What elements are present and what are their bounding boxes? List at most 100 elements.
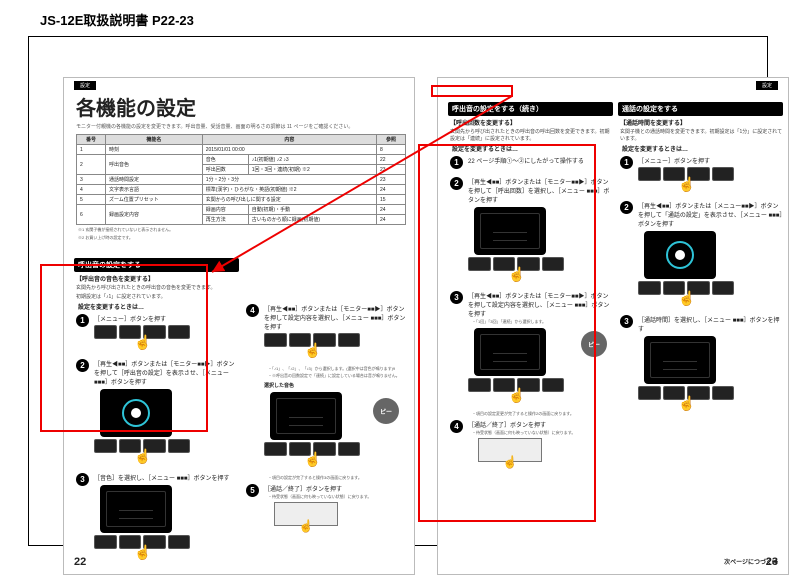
- device-screen: [474, 328, 546, 376]
- td: 玄関からの呼び出しに関する設定: [202, 195, 376, 205]
- right-col-2: 通話の設定をする 【通話時間を変更する】 玄関子機との通話時間を変更できます。初…: [618, 102, 783, 562]
- page-23: 設定 呼出音の設定をする（続き） 【呼出回数を変更する】 玄関先から呼び出された…: [437, 77, 789, 575]
- table-note: ※2 お買い上げ時の設定です。: [78, 235, 414, 241]
- step-text: ［通話／終了］ボタンを押す: [264, 484, 409, 493]
- td: 1回・3回・連続(初期) ※2: [248, 165, 376, 175]
- td: 文字表示言語: [105, 185, 202, 195]
- page-subtitle: モニター付親機の各機能の設定を変更できます。呼出音量、受話音量、画面の明るさの調…: [76, 123, 414, 130]
- td: 自動(初期)・手動: [248, 205, 376, 215]
- step: 選択した音色 ピー ・項目の設定が完了すると操作3の画面に戻ります。: [246, 382, 409, 481]
- hand-icon: [134, 548, 148, 566]
- td: 古いものから順に録画(初期値): [248, 215, 376, 225]
- step: 4 ［再生◀■■］ボタンまたは［モニター■■▶］ボタンを押して設定内容を選択し、…: [246, 304, 409, 379]
- td: 24: [377, 185, 406, 195]
- sound-bubble-icon: ピー: [581, 331, 607, 357]
- td: 再生方法: [202, 215, 248, 225]
- step: 3 ［音色］を選択し、［メニュー ■■■］ボタンを押す: [76, 473, 239, 566]
- td: 15: [377, 195, 406, 205]
- bullet: ・項目の設定が完了すると操作3の画面に戻ります。: [268, 475, 409, 481]
- device-screen: [100, 389, 172, 437]
- step: 1 ［メニュー］ボタンを押す: [620, 156, 783, 198]
- td: 3: [77, 175, 106, 185]
- settings-table: 番号 機能名 内容 参照 1時刻2015/01/01 00:008 2呼出音色音…: [76, 134, 406, 225]
- step-number-icon: 3: [76, 473, 89, 486]
- section-note: 玄関子機との通話時間を変更できます。初期設定は「1分」に設定されています。: [620, 128, 783, 142]
- step: 3 ［通話時間］を選択し、［メニュー ■■■］ボタンを押す: [620, 315, 783, 417]
- bullet: ・※呼出音の回数設定で「連続」に設定している場合は音が鳴りません。: [268, 373, 409, 379]
- step-text: ［再生◀■■］ボタンまたは［モニター■■▶］ボタンを押して設定内容を選択し、［メ…: [468, 291, 613, 318]
- hand-icon: [678, 294, 692, 312]
- td: 呼出回数: [202, 165, 248, 175]
- th: 機能名: [105, 135, 202, 145]
- td: 録画設定内容: [105, 205, 202, 225]
- step-number-icon: 2: [76, 359, 89, 372]
- td: ズーム位置プリセット: [105, 195, 202, 205]
- section-bar: 呼出音の設定をする（続き）: [448, 102, 613, 116]
- td: 1分・2分・3分: [202, 175, 376, 185]
- step: 5 ［通話／終了］ボタンを押す ・待受状態（画面に何も映っていない状態）に戻りま…: [246, 484, 409, 526]
- step: 2 ［再生◀■■］ボタンまたは［モニター■■▶］ボタンを押して［呼出回数］を選択…: [450, 177, 613, 288]
- td: 23: [377, 175, 406, 185]
- td: 8: [377, 145, 406, 155]
- td: 4: [77, 185, 106, 195]
- step-text: ［再生◀■■］ボタンまたは［モニター■■▶］ボタンを押して［呼出回数］を選択し、…: [468, 177, 613, 204]
- table-note: ※1 玄関子機が接続されていないと表示されません。: [78, 227, 414, 233]
- td: 1: [77, 145, 106, 155]
- page-tab-left: 設定: [74, 81, 96, 90]
- td: 時刻: [105, 145, 202, 155]
- td: 標準(漢字)・ひらがな・英語(初期値) ※2: [202, 185, 376, 195]
- page-number: 22: [74, 556, 86, 568]
- step: 4 ［通話／終了］ボタンを押す ・待受状態（画面に何も映っていない状態）に戻りま…: [450, 420, 613, 462]
- step-text: ［再生◀■■］ボタンまたは［メニュー■■▶］ボタンを押して「通話の設定」を表示さ…: [638, 201, 783, 228]
- step-number-icon: 3: [620, 315, 633, 328]
- device-screen: [100, 485, 172, 533]
- hand-icon: [678, 180, 692, 198]
- hand-icon: [134, 338, 148, 356]
- td: 音色: [202, 155, 248, 165]
- step-number-icon: 1: [450, 156, 463, 169]
- device-screen: [270, 392, 342, 440]
- section-note: 玄関先から呼び出されたときの呼出音の呼出回数を変更できます。初期設定は「連続」に…: [450, 128, 613, 142]
- step-number-icon: 2: [620, 201, 633, 214]
- section-bracket: 【呼出回数を変更する】: [450, 118, 613, 127]
- section-bracket: 【呼出音の音色を変更する】: [76, 274, 239, 283]
- doc-header: JS-12E取扱説明書 P22-23: [40, 10, 194, 29]
- step-number-icon: 4: [450, 420, 463, 433]
- section-lead: 設定を変更するときは…: [622, 144, 783, 153]
- step: 1 22 ページ手順①～②にしたがって操作する: [450, 156, 613, 174]
- sound-bubble-icon: ピー: [373, 398, 399, 424]
- right-col-1: 呼出音の設定をする（続き） 【呼出回数を変更する】 玄関先から呼び出されたときの…: [448, 102, 613, 562]
- step-text: ［再生◀■■］ボタンまたは［モニター■■▶］ボタンを押して設定内容を選択し、［メ…: [264, 304, 409, 331]
- td: ♪1(初期値) ♪2 ♪3: [248, 155, 376, 165]
- step-number-icon: 4: [246, 304, 259, 317]
- step-text: ［メニュー］ボタンを押す: [638, 156, 783, 165]
- step: 1 ［メニュー］ボタンを押す: [76, 314, 239, 356]
- td: 5: [77, 195, 106, 205]
- step-number-icon: 2: [450, 177, 463, 190]
- page-22: 設定 各機能の設定 モニター付親機の各機能の設定を変更できます。呼出音量、受話音…: [63, 77, 415, 575]
- section-note: 玄関先から呼び出されたときの呼出音の音色を変更できます。: [76, 284, 239, 291]
- bullet: ・「1回」「3回」「連続」から選択します。: [472, 319, 613, 325]
- step-text: ［音色］を選択し、［メニュー ■■■］ボタンを押す: [94, 473, 239, 482]
- section-note: 初期設定は「♪1」に設定されています。: [76, 293, 239, 300]
- device-base: [478, 438, 542, 462]
- document-frame: 設定 各機能の設定 モニター付親機の各機能の設定を変更できます。呼出音量、受話音…: [28, 36, 768, 546]
- td: 24: [377, 215, 406, 225]
- step: 2 ［再生◀■■］ボタンまたは［モニター■■▶］ボタンを押して［呼出音の設定］を…: [76, 359, 239, 470]
- td: 6: [77, 205, 106, 225]
- section-bar: 呼出音の設定をする: [74, 258, 239, 272]
- page-tab-right: 設定: [756, 81, 778, 90]
- th: 内容: [202, 135, 376, 145]
- step-number-icon: 1: [620, 156, 633, 169]
- hand-icon: [134, 452, 148, 470]
- td: 2: [77, 155, 106, 175]
- device-base: [274, 502, 338, 526]
- td: 通話時間設定: [105, 175, 202, 185]
- step-text: ［通話時間］を選択し、［メニュー ■■■］ボタンを押す: [638, 315, 783, 333]
- step-number-icon: 3: [450, 291, 463, 304]
- hand-icon: [508, 270, 522, 288]
- device-screen: [644, 336, 716, 384]
- step-text: 22 ページ手順①～②にしたがって操作する: [468, 156, 613, 165]
- th: 番号: [77, 135, 106, 145]
- page-number: 23: [766, 556, 778, 568]
